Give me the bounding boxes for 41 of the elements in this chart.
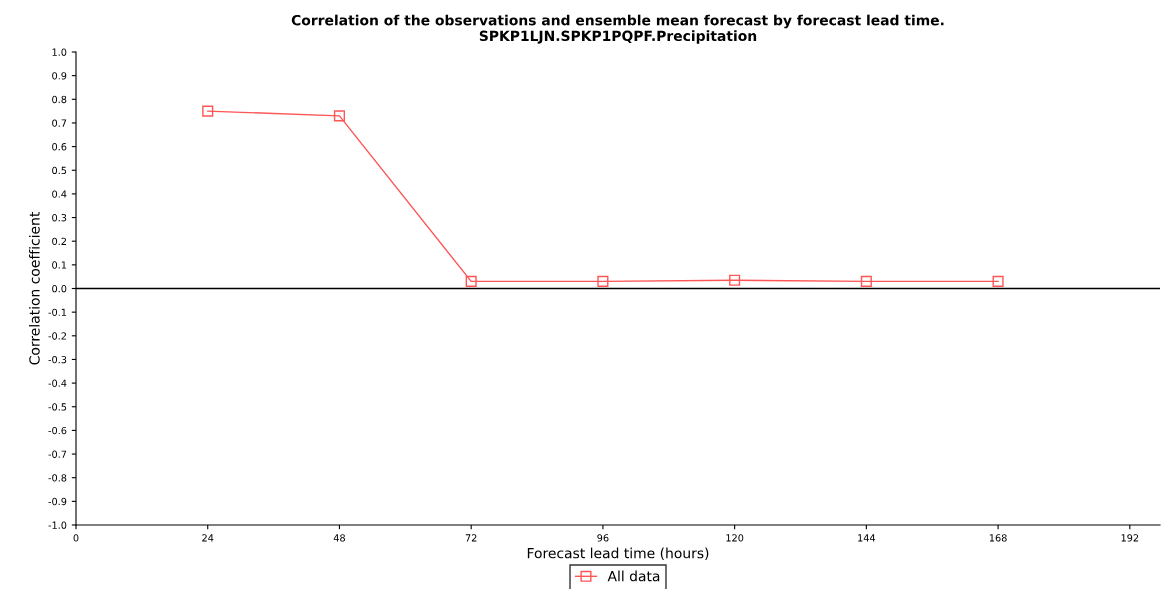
y-tick-label: 0.8 — [52, 95, 67, 104]
y-tick-label: 0.7 — [52, 119, 67, 127]
y-tick-label: -1.0 — [48, 521, 67, 529]
y-tick-label: -0.5 — [48, 403, 67, 411]
point — [860, 275, 872, 287]
y-tick-label: 0.0 — [52, 284, 67, 293]
y-tick-label: 0.3 — [52, 214, 67, 222]
x-tick-label: 144 — [858, 534, 876, 542]
x-tick-label: 0 — [73, 534, 79, 542]
chart-title: Correlation of the observations and ensemble mean forecast by forecast lead time. SPKP1LJN.SPKP1PQPF.Precipitation — [291, 14, 944, 44]
y-tick-label: -0.2 — [48, 332, 66, 340]
y-tick-label: 1.0 — [52, 48, 67, 56]
x-tick-label: 120 — [726, 534, 744, 542]
y-tick-label: 0.1 — [52, 261, 67, 269]
y-tick-label: 0.5 — [52, 166, 67, 175]
y-tick-label: 0.2 — [52, 237, 66, 246]
x-axis-title: Forecast lead time (hours) — [527, 547, 709, 560]
y-tick-label: 0.9 — [52, 72, 67, 80]
y-tick-label: -0.1 — [48, 308, 67, 316]
x-tick-label: 96 — [597, 534, 609, 542]
point — [465, 275, 477, 287]
point — [333, 110, 346, 122]
y-tick-label: -0.9 — [48, 497, 67, 506]
point — [597, 275, 609, 287]
x-tick-label: 48 — [333, 534, 345, 542]
point — [202, 105, 214, 117]
y-tick-label: -0.3 — [48, 355, 67, 364]
y-tick-label: 0.6 — [52, 143, 67, 151]
y-axis-title: Correlation coefficient — [29, 212, 40, 365]
point — [729, 274, 741, 286]
y-tick-label: -0.6 — [48, 426, 67, 435]
x-tick-label: 24 — [202, 534, 214, 542]
y-tick-label: -0.7 — [48, 450, 67, 458]
point — [992, 275, 1004, 287]
x-tick-label: 192 — [1121, 534, 1139, 542]
x-tick-label: 168 — [989, 534, 1007, 542]
y-tick-label: -0.4 — [48, 379, 67, 387]
legend-label: All data — [607, 570, 660, 582]
y-tick-label: -0.8 — [48, 474, 67, 482]
x-tick-label: 72 — [465, 534, 477, 542]
y-tick-label: 0.4 — [52, 190, 67, 198]
